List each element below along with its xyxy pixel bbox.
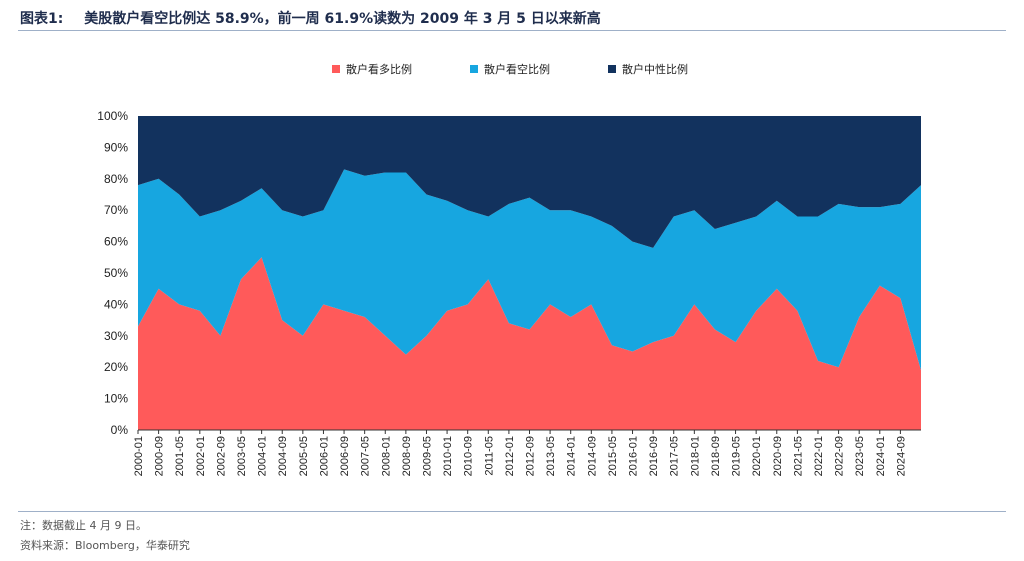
x-tick-label: 2014-01 [566, 436, 578, 476]
x-tick-label: 2018-01 [689, 436, 701, 476]
x-tick-label: 2003-05 [236, 436, 248, 476]
x-tick-label: 2002-09 [215, 436, 227, 476]
footnote: 注：数据截止 4 月 9 日。 [20, 519, 147, 532]
series-neutral-area [138, 116, 921, 248]
x-tick-label: 2000-09 [154, 436, 166, 476]
y-tick-label: 70% [104, 203, 128, 217]
x-tick-label: 2011-05 [483, 436, 495, 476]
header-divider [18, 30, 1006, 31]
x-tick-label: 2012-01 [504, 436, 516, 476]
x-tick-label: 2007-05 [360, 436, 372, 476]
legend-swatch-neutral [608, 65, 616, 73]
y-tick-label: 60% [104, 235, 128, 249]
x-tick-label: 2021-05 [792, 436, 804, 476]
y-tick-label: 10% [104, 392, 128, 406]
legend-item-bullish: 散户看多比例 [332, 61, 412, 77]
figure-label: 图表1: [20, 11, 64, 27]
legend-item-bearish: 散户看空比例 [470, 61, 550, 77]
y-tick-label: 0% [111, 423, 129, 437]
y-tick-label: 50% [104, 266, 128, 280]
legend-swatch-bullish [332, 65, 340, 73]
x-tick-label: 2013-05 [545, 436, 557, 476]
x-tick-label: 2005-05 [298, 436, 310, 476]
x-tick-label: 2024-01 [875, 436, 887, 476]
figure-title: 美股散户看空比例达 58.9%，前一周 61.9%读数为 2009 年 3 月 … [84, 11, 601, 27]
x-tick-label: 2008-01 [380, 436, 392, 476]
x-tick-label: 2009-05 [421, 436, 433, 476]
x-tick-label: 2015-05 [607, 436, 619, 476]
series-bearish-area [138, 169, 921, 371]
x-tick-label: 2022-09 [834, 436, 846, 476]
x-tick-label: 2014-09 [586, 436, 598, 476]
footer-divider [18, 511, 1006, 512]
x-tick-label: 2001-05 [174, 436, 186, 476]
x-tick-label: 2004-01 [257, 436, 269, 476]
x-tick-label: 2016-01 [628, 436, 640, 476]
x-tick-label: 2018-09 [710, 436, 722, 476]
x-tick-label: 2004-09 [277, 436, 289, 476]
y-tick-label: 90% [104, 140, 128, 154]
x-tick-label: 2000-01 [133, 436, 145, 476]
legend-label-bearish: 散户看空比例 [484, 63, 550, 76]
series-bullish-area [138, 257, 921, 430]
chart-header: 图表1: 美股散户看空比例达 58.9%，前一周 61.9%读数为 2009 年… [20, 8, 1004, 30]
x-tick-label: 2017-05 [669, 436, 681, 476]
y-tick-label: 100% [97, 109, 128, 123]
stacked-area-chart: 0% 10% 20% 30% 40% 50% 60% 70% 80% 90% 100% 2000-01… [97, 109, 921, 476]
x-tick-label: 2024-09 [895, 436, 907, 476]
x-tick-label: 2006-01 [318, 436, 330, 476]
x-tick-label: 2019-05 [731, 436, 743, 476]
x-tick-label: 2012-09 [525, 436, 537, 476]
y-tick-label: 40% [104, 297, 128, 311]
x-tick-label: 2016-09 [648, 436, 660, 476]
legend-swatch-bearish [470, 65, 478, 73]
x-tick-label: 2008-09 [401, 436, 413, 476]
y-tick-label: 80% [104, 172, 128, 186]
x-tick-label: 2022-01 [813, 436, 825, 476]
source-note: 资料来源：Bloomberg，华泰研究 [20, 539, 190, 552]
legend-label-bullish: 散户看多比例 [346, 63, 412, 76]
x-tick-label: 2023-05 [854, 436, 866, 476]
x-tick-label: 2010-09 [463, 436, 475, 476]
legend-item-neutral: 散户中性比例 [608, 61, 688, 77]
x-tick-label: 2020-01 [751, 436, 763, 476]
legend-label-neutral: 散户中性比例 [622, 63, 688, 76]
x-tick-label: 2002-01 [195, 436, 207, 476]
chart-legend: 散户看多比例 散户看空比例 散户中性比例 [0, 61, 1024, 79]
y-tick-label: 20% [104, 360, 128, 374]
x-tick-label: 2006-09 [339, 436, 351, 476]
y-tick-label: 30% [104, 329, 128, 343]
x-tick-label: 2010-01 [442, 436, 454, 476]
x-tick-label: 2020-09 [772, 436, 784, 476]
